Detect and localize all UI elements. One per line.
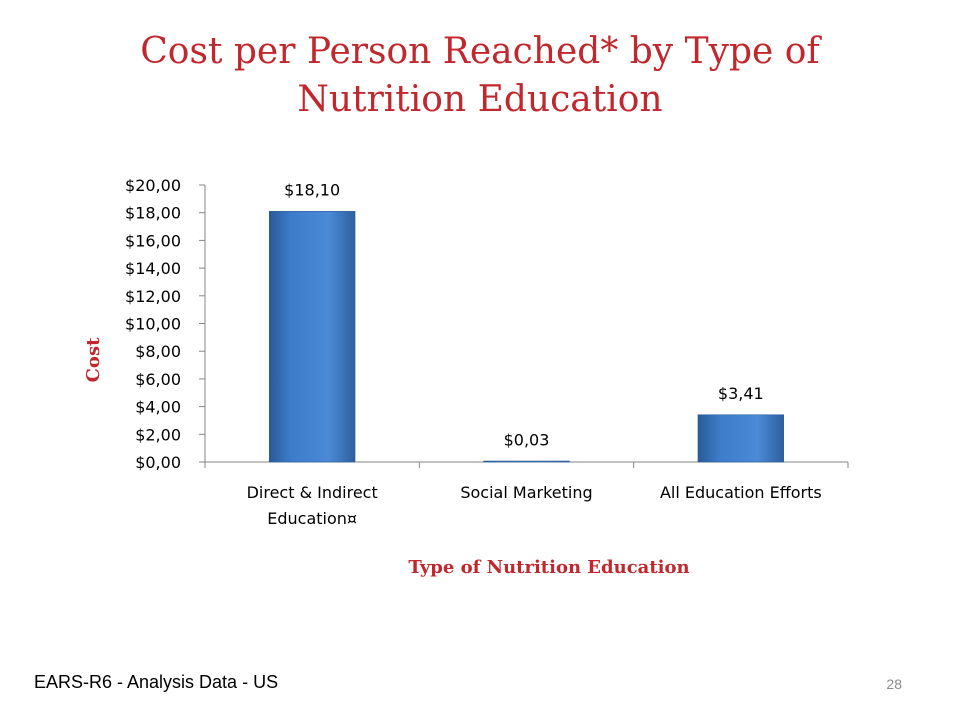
y-tick-label: $10,00 bbox=[125, 315, 181, 334]
y-tick-label: $4,00 bbox=[135, 398, 181, 417]
y-tick-label: $8,00 bbox=[135, 342, 181, 361]
y-tick-label: $14,00 bbox=[125, 259, 181, 278]
y-tick-label: $16,00 bbox=[125, 231, 181, 250]
x-category-label: Direct & Indirect Education¤ bbox=[247, 483, 378, 528]
x-category-label: Social Marketing bbox=[460, 483, 592, 502]
bars bbox=[268, 211, 785, 463]
footer-source: EARS-R6 - Analysis Data - US bbox=[34, 672, 279, 692]
bar bbox=[483, 460, 570, 463]
bar-value-label: $3,41 bbox=[718, 384, 764, 403]
y-axis: $0,00 $2,00 $4,00 $6,00 $8,00 $10,00 $12,00 $14… bbox=[125, 176, 206, 472]
y-tick-label: $6,00 bbox=[135, 370, 181, 389]
bar-value-label: $18,10 bbox=[284, 180, 340, 199]
bar bbox=[697, 414, 785, 463]
x-category-label: All Education Efforts bbox=[660, 483, 822, 502]
y-tick-label: $2,00 bbox=[135, 425, 181, 444]
page-number: 28 bbox=[886, 676, 902, 692]
slide-title: Cost per Person Reached* by Type of Nutr… bbox=[140, 31, 820, 120]
y-tick-label: $12,00 bbox=[125, 287, 181, 306]
bar-value-label: $0,03 bbox=[504, 431, 550, 450]
x-axis-title: Type of Nutrition Education bbox=[408, 557, 689, 578]
x-axis: Direct & Indirect Education¤ Social Market… bbox=[204, 461, 849, 528]
y-tick-label: $20,00 bbox=[125, 176, 181, 195]
bar bbox=[268, 211, 356, 463]
y-axis-title: Cost bbox=[83, 337, 104, 382]
data-labels: $18,10 $0,03 $3,41 bbox=[284, 180, 764, 449]
y-tick-label: $18,00 bbox=[125, 204, 181, 223]
y-tick-label: $0,00 bbox=[135, 453, 181, 472]
